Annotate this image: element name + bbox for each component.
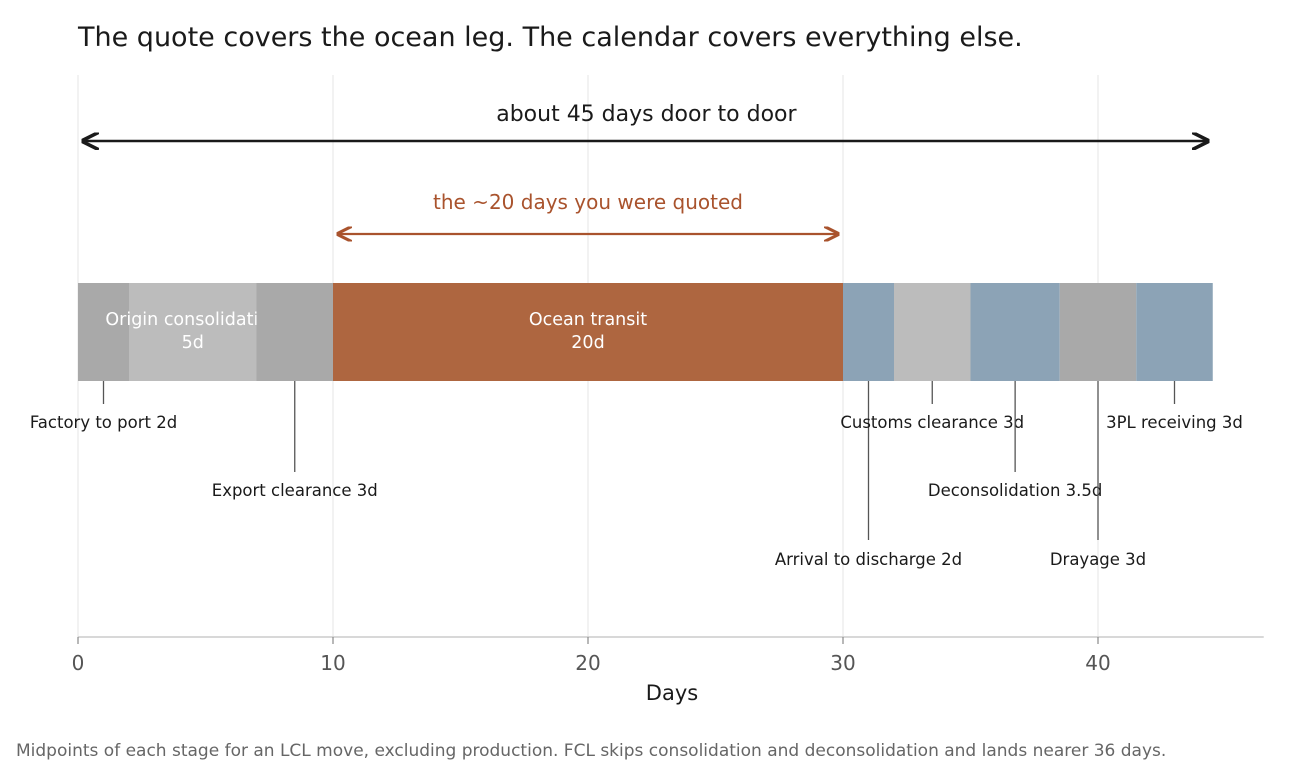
span-label-total: about 45 days door to door <box>496 102 797 127</box>
x-axis: 0 10 20 30 40 <box>72 636 1264 675</box>
stage-duration-origin-consolidation: 5d <box>182 333 204 353</box>
stage-bar-origin-consolidation <box>129 283 257 381</box>
stage-bar-drayage-3d <box>1059 283 1137 381</box>
stage-bar-deconsolidation-3-5d <box>970 283 1060 381</box>
chart-caption: Midpoints of each stage for an LCL move,… <box>16 741 1166 761</box>
x-tick-label-10: 10 <box>320 651 345 675</box>
callout-label-3pl-receiving-3d: 3PL receiving 3d <box>1106 413 1243 432</box>
stage-callouts: Factory to port 2d Export clearance 3d Arr… <box>30 381 1243 569</box>
callout-label-arrival-to-discharge-2d: Arrival to discharge 2d <box>775 550 962 569</box>
x-tick-label-40: 40 <box>1085 651 1110 675</box>
stage-bar-ocean-transit <box>333 283 843 381</box>
span-annotations: about 45 days door to door the ~20 days y… <box>83 102 1208 234</box>
stage-bar-customs-clearance-3d <box>894 283 971 381</box>
callout-label-factory-to-port-2d: Factory to port 2d <box>30 413 177 432</box>
stage-bar-export-clearance-3d <box>256 283 333 381</box>
callout-label-drayage-3d: Drayage 3d <box>1050 550 1146 569</box>
span-label-quoted: the ~20 days you were quoted <box>433 190 743 214</box>
callout-label-export-clearance-3d: Export clearance 3d <box>212 481 378 500</box>
x-tick-label-0: 0 <box>72 651 85 675</box>
stage-bar-arrival-to-discharge-2d <box>843 283 894 381</box>
x-axis-label: Days <box>646 681 698 705</box>
callout-label-deconsolidation-3-5d: Deconsolidation 3.5d <box>928 481 1103 500</box>
stage-bar-3pl-receiving-3d <box>1136 283 1213 381</box>
stage-label-ocean-transit: Ocean transit <box>529 310 647 330</box>
x-tick-label-30: 30 <box>830 651 855 675</box>
x-tick-label-20: 20 <box>575 651 600 675</box>
stage-label-origin-consolidation: Origin consolidation <box>105 310 280 330</box>
stage-bars: Origin consolidation 5d Ocean transit 20d <box>78 283 1213 381</box>
chart-title: The quote covers the ocean leg. The cale… <box>77 22 1023 53</box>
stage-bar-factory-to-port-2d <box>78 283 129 381</box>
callout-label-customs-clearance-3d: Customs clearance 3d <box>840 413 1024 432</box>
stage-duration-ocean-transit: 20d <box>571 333 604 353</box>
